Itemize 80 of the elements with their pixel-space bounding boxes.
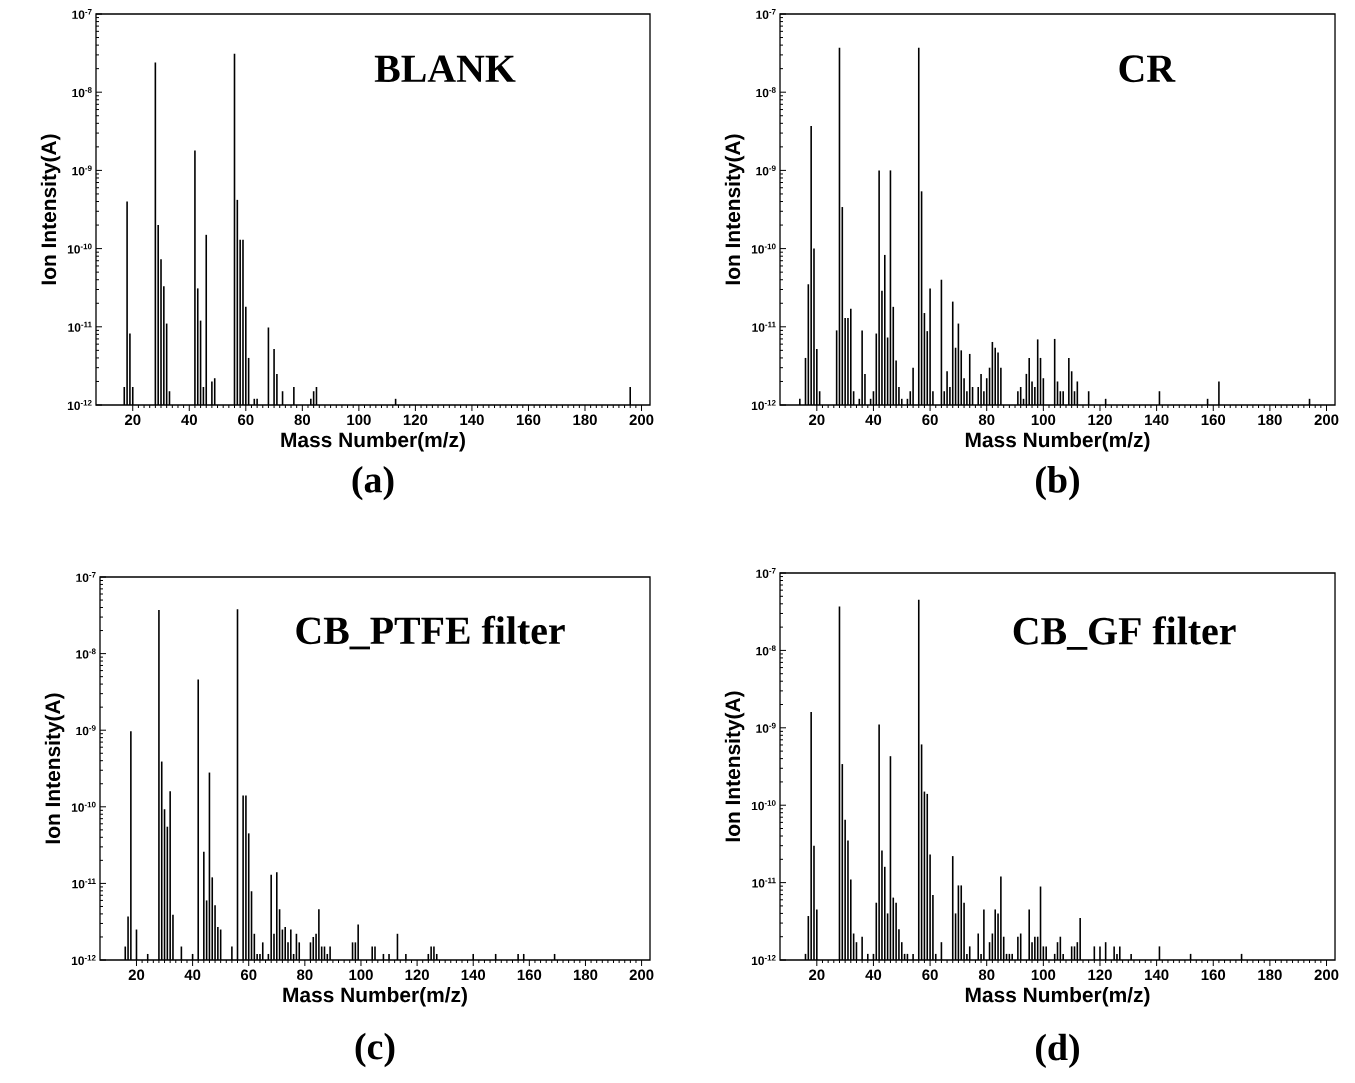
x-tick-label: 120 xyxy=(403,414,428,426)
y-axis-title: Ion Intensity(A) xyxy=(724,691,745,842)
text: (b) xyxy=(1036,466,1079,501)
y-tick-label: 10$^{-12}$ xyxy=(751,955,776,966)
x-tick-label: 20 xyxy=(124,414,141,426)
x-tick-label: 80 xyxy=(297,969,313,981)
x-tick-label: 140 xyxy=(460,414,484,426)
y-tick-label: 10$^{-10}$ xyxy=(751,800,776,811)
y-tick-label: 10$^{-9}$ xyxy=(76,725,96,736)
y-tick-label: 10$^{-12}$ xyxy=(751,400,776,411)
x-tick-label: 60 xyxy=(240,969,257,981)
text: (a) xyxy=(352,466,394,501)
x-tick-label: 120 xyxy=(1088,414,1112,426)
x-tick-label: 140 xyxy=(1145,414,1169,426)
y-tick-label: 10$^{-9}$ xyxy=(756,165,776,176)
x-tick-label: 80 xyxy=(978,414,995,426)
x-tick-label: 200 xyxy=(1314,414,1339,426)
y-axis-title: Ion Intensity(A) xyxy=(724,134,745,285)
x-tick-label: 40 xyxy=(865,969,882,981)
x-tick-label: 100 xyxy=(349,969,373,981)
x-tick-label: 60 xyxy=(238,414,254,426)
x-tick-label: 200 xyxy=(629,969,654,981)
x-tick-label: 140 xyxy=(1145,969,1169,981)
x-tick-label: 160 xyxy=(1201,969,1226,981)
x-tick-label: 80 xyxy=(978,969,995,981)
y-tick-label: 10$^{-11}$ xyxy=(68,321,92,332)
y-tick-label: 10$^{-11}$ xyxy=(752,321,776,332)
y-tick-label: 10$^{-12}$ xyxy=(71,955,96,966)
x-tick-label: 200 xyxy=(1314,969,1339,981)
y-tick-label: 10$^{-11}$ xyxy=(72,878,96,889)
x-tick-label: 120 xyxy=(405,969,429,981)
x-tick-label: 40 xyxy=(865,414,882,426)
x-tick-label: 20 xyxy=(809,414,825,426)
y-tick-label: 10$^{-7}$ xyxy=(756,568,776,578)
text: CB_GF filter xyxy=(1013,616,1236,650)
x-tick-label: 40 xyxy=(181,414,197,426)
x-tick-label: 180 xyxy=(1258,969,1282,981)
y-axis-title: Ion Intensity(A) xyxy=(44,693,65,844)
x-tick-label: 100 xyxy=(1031,969,1056,981)
y-tick-label: 10$^{-8}$ xyxy=(756,645,776,656)
x-axis-title: Mass Number(m/z) xyxy=(965,431,1150,452)
x-tick-label: 160 xyxy=(1201,414,1226,426)
text: (c) xyxy=(355,1032,395,1068)
x-tick-label: 140 xyxy=(461,969,486,981)
x-tick-label: 180 xyxy=(1258,414,1282,426)
x-tick-label: 40 xyxy=(184,969,201,981)
x-axis-title: Mass Number(m/z) xyxy=(283,986,467,1007)
x-tick-label: 200 xyxy=(629,414,654,426)
y-tick-label: 10$^{-12}$ xyxy=(67,400,92,411)
y-tick-label: 10$^{-10}$ xyxy=(751,243,776,254)
y-tick-label: 10$^{-8}$ xyxy=(76,648,96,659)
x-axis-title: Mass Number(m/z) xyxy=(965,986,1150,1007)
y-tick-label: 10$^{-10}$ xyxy=(71,801,96,812)
x-tick-label: 100 xyxy=(1031,414,1056,426)
y-tick-label: 10$^{-7}$ xyxy=(72,9,92,19)
y-tick-label: 10$^{-7}$ xyxy=(76,572,96,582)
x-tick-label: 20 xyxy=(128,969,145,981)
y-tick-label: 10$^{-11}$ xyxy=(752,877,776,888)
y-tick-label: 10$^{-9}$ xyxy=(72,165,92,176)
text: (d) xyxy=(1036,1033,1079,1069)
x-tick-label: 180 xyxy=(573,414,597,426)
x-tick-label: 120 xyxy=(1088,969,1112,981)
x-tick-label: 60 xyxy=(922,414,938,426)
y-tick-label: 10$^{-8}$ xyxy=(756,87,776,98)
x-tick-label: 160 xyxy=(517,969,542,981)
x-tick-label: 80 xyxy=(294,414,311,426)
x-tick-label: 180 xyxy=(573,969,598,981)
x-tick-label: 20 xyxy=(809,969,825,981)
x-tick-label: 60 xyxy=(922,969,938,981)
text: CR xyxy=(1119,55,1176,83)
x-tick-label: 100 xyxy=(347,414,371,426)
y-axis-title: Ion Intensity(A) xyxy=(40,134,61,285)
text: BLANK xyxy=(374,55,516,82)
text: CB_PTFE filter xyxy=(296,615,565,650)
y-tick-label: 10$^{-7}$ xyxy=(756,9,776,19)
y-tick-label: 10$^{-10}$ xyxy=(67,243,92,254)
x-tick-label: 160 xyxy=(516,414,541,426)
y-tick-label: 10$^{-9}$ xyxy=(756,722,776,733)
x-axis-title: Mass Number(m/z) xyxy=(281,431,465,452)
y-tick-label: 10$^{-8}$ xyxy=(72,87,92,98)
